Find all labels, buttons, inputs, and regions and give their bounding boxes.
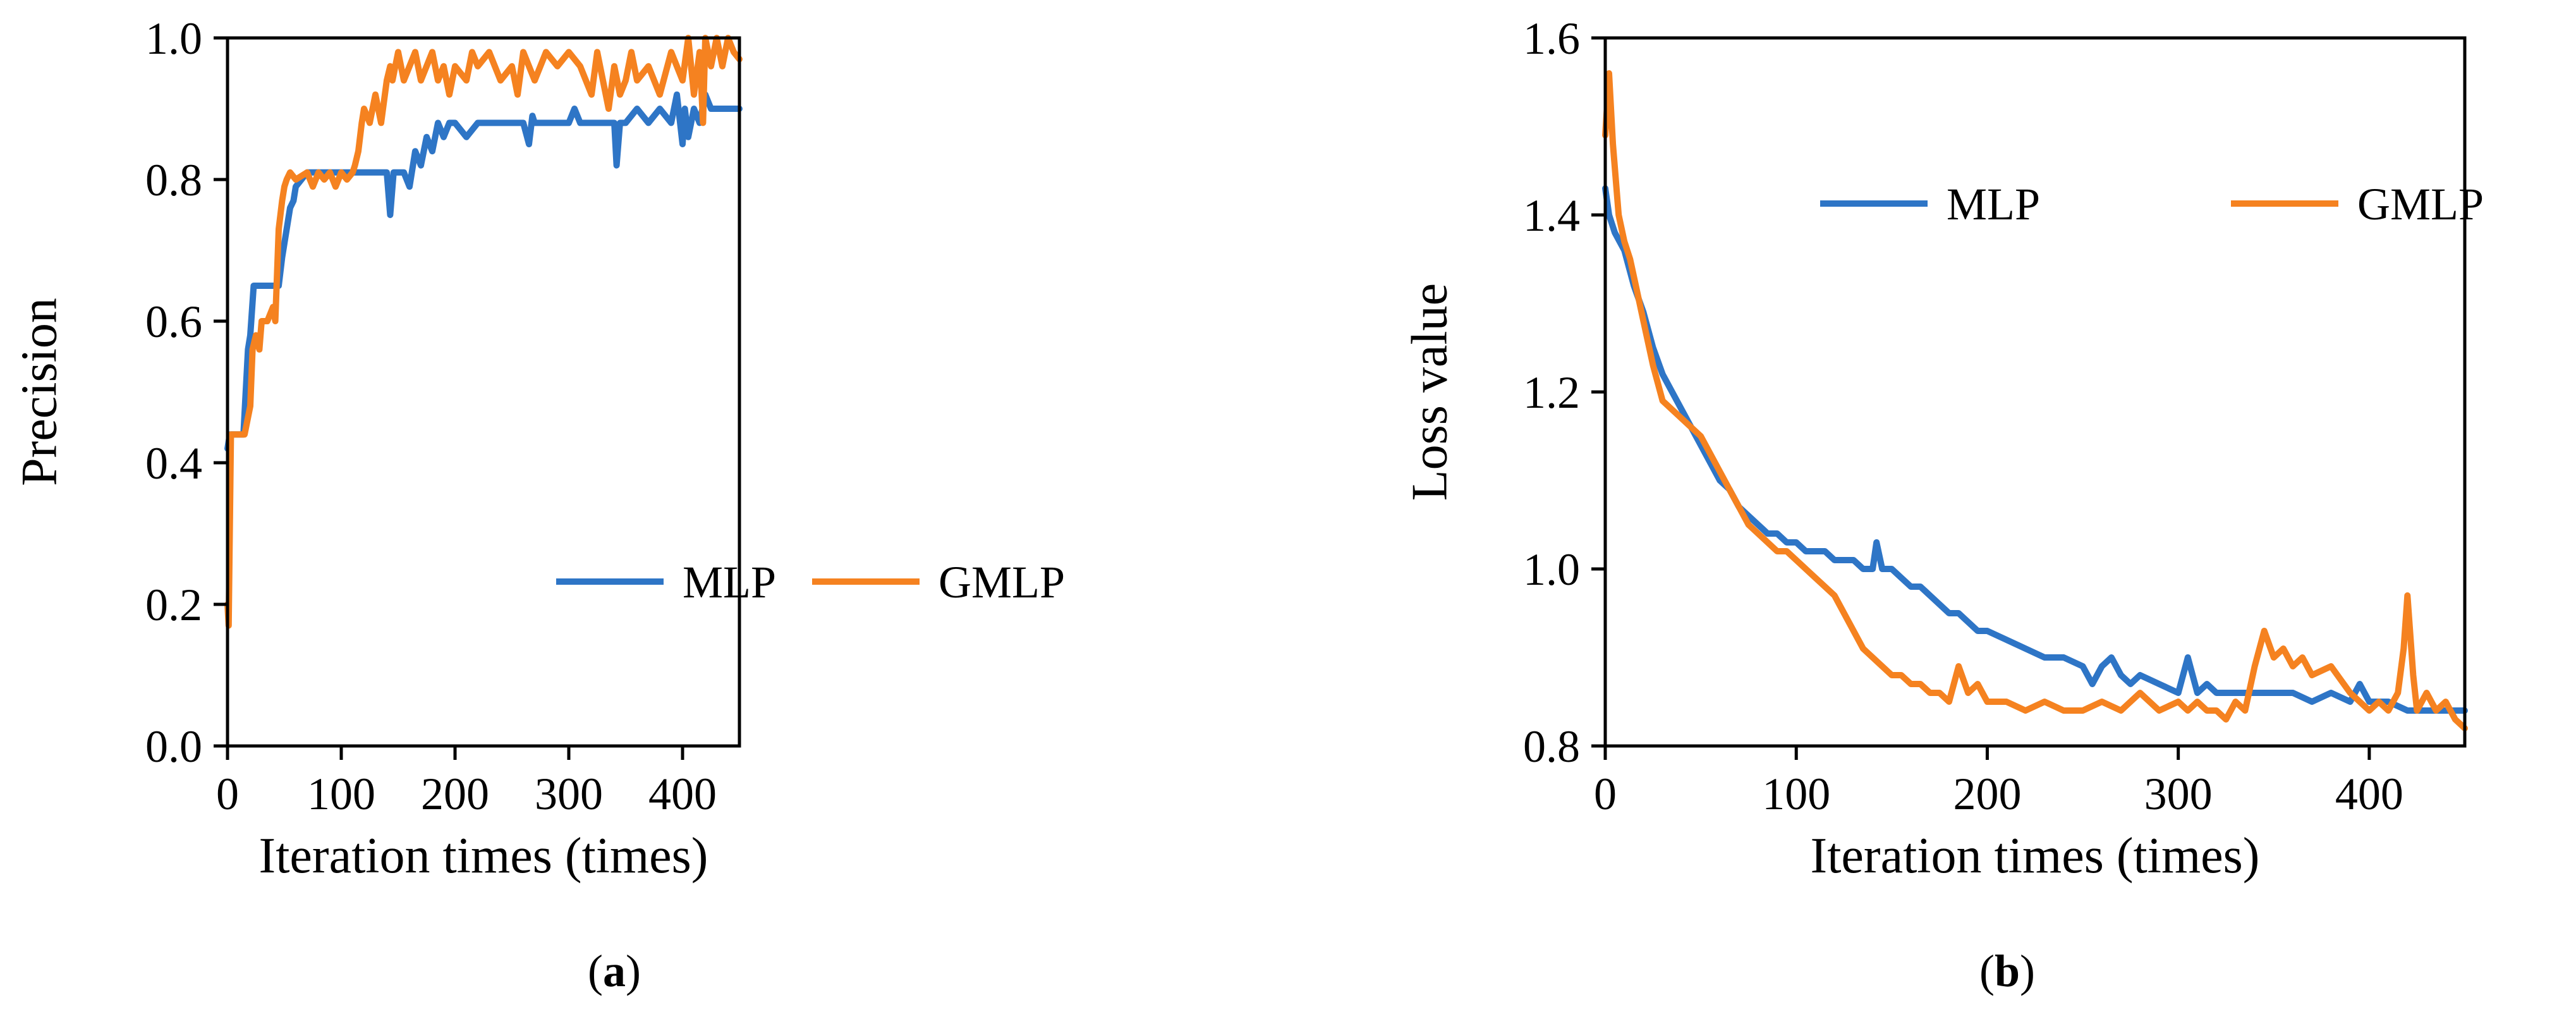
chart-b-x-tick-label: 100 (1762, 769, 1830, 819)
chart-b-series-mlp-line (1602, 185, 2468, 714)
chart-b-x-tick-label: 300 (2144, 769, 2213, 819)
chart-a-y-tick-label: 0.0 (145, 721, 202, 772)
chart-b-x-tick-label: 400 (2335, 769, 2403, 819)
chart-a-x-axis-label: Iteration times (times) (259, 828, 708, 884)
chart-b-y-tick-label: 1.0 (1523, 544, 1580, 595)
chart-a-precision: 0 100 200 300 400 0.0 0.2 0.4 0.6 0.8 1.0 Iteration… (11, 13, 1065, 996)
chart-b-series-gmlp-line (1602, 70, 2468, 731)
chart-a-y-tick-label: 0.2 (145, 580, 202, 630)
chart-a-series-mlp-line (224, 91, 743, 452)
chart-a-x-tick-label: 300 (535, 769, 603, 819)
chart-a-plot-frame (226, 36, 741, 748)
chart-a-y-tick-label: 1.0 (145, 13, 202, 64)
chart-a-x-tick-label: 100 (307, 769, 375, 819)
chart-b-y-tick-label: 1.4 (1523, 190, 1580, 241)
chart-b-loss: 0 100 200 300 400 0.8 1.0 1.2 1.4 1.6 Iteration ti… (1402, 13, 2484, 996)
chart-a-x-tick-label: 200 (421, 769, 489, 819)
chart-b-legend-label-gmlp: GMLP (2357, 179, 2484, 229)
chart-b-y-tick-label: 0.8 (1523, 721, 1580, 772)
chart-b-y-axis-label: Loss value (1402, 283, 1457, 501)
chart-a-legend-label-gmlp: GMLP (939, 557, 1065, 608)
chart-a-y-tick-label: 0.8 (145, 155, 202, 205)
chart-b-caption: (b) (1979, 946, 2035, 996)
chart-b-x-axis-label: Iteration times (times) (1811, 828, 2260, 884)
chart-a-legend-label-mlp: MLP (683, 557, 776, 608)
chart-a-y-axis-label: Precision (11, 298, 67, 486)
chart-a-x-tick-label: 0 (216, 769, 239, 819)
chart-b-y-tick-label: 1.2 (1523, 367, 1580, 418)
chart-a-series-gmlp-line (224, 35, 743, 629)
chart-a-y-tick-label: 0.6 (145, 296, 202, 347)
chart-a-legend: MLP GMLP (556, 557, 1065, 608)
chart-b-legend-label-mlp: MLP (1947, 179, 2040, 229)
chart-b-legend: MLP GMLP (1820, 179, 2484, 229)
chart-b-y-tick-label: 1.6 (1523, 13, 1580, 64)
chart-a-x-tick-label: 400 (648, 769, 717, 819)
chart-a-y-tick-label: 0.4 (145, 438, 202, 489)
chart-a-caption: (a) (588, 946, 641, 996)
chart-b-x-tick-label: 0 (1594, 769, 1617, 819)
chart-b-x-tick-label: 200 (1953, 769, 2021, 819)
